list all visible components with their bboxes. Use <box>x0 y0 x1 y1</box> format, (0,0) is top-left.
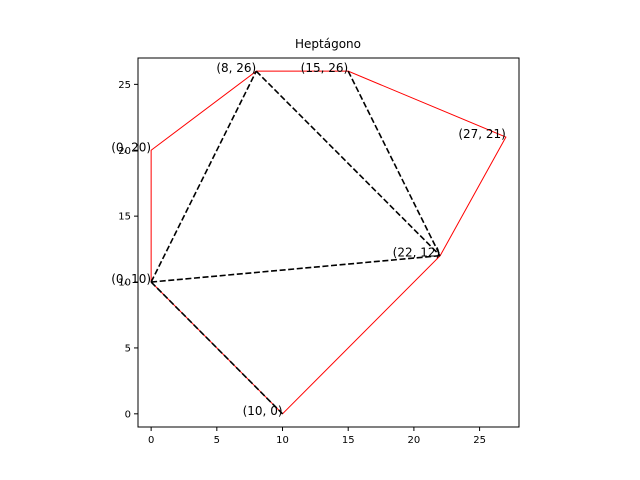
x-tick-label: 20 <box>408 435 421 446</box>
diagonal-line-4 <box>150 281 284 415</box>
y-tick-label: 0 <box>125 409 131 420</box>
vertex-label: (10, 0) <box>243 404 283 418</box>
heptagon-outline <box>150 70 507 415</box>
vertex-label: (27, 21) <box>458 127 506 141</box>
x-tick-label: 15 <box>342 435 355 446</box>
diagonal-line-2 <box>347 70 441 257</box>
axis-ticks: 0 5 10 15 20 25 0 5 10 15 20 25 <box>118 80 486 446</box>
point-labels: (0, 20) (8, 26) (15, 26) (27, 21) (22, 12) (1… <box>111 61 506 418</box>
diagonal-line-0 <box>150 70 257 283</box>
x-tick-label: 0 <box>148 435 154 446</box>
vertex-label: (0, 10) <box>111 272 151 286</box>
axes-frame <box>137 57 520 428</box>
plot-area <box>150 70 507 415</box>
chart-title: Heptágono <box>295 37 361 51</box>
y-tick-label: 25 <box>118 80 131 91</box>
vertex-label: (15, 26) <box>301 61 349 75</box>
x-tick-label: 25 <box>473 435 486 446</box>
y-tick-label: 10 <box>118 278 131 289</box>
vertex-label: (22, 12) <box>393 246 441 260</box>
y-tick-label: 20 <box>118 146 131 157</box>
diagonal-line-1 <box>255 70 441 257</box>
y-tick-label: 15 <box>118 212 131 223</box>
vertex-label: (8, 26) <box>216 61 256 75</box>
x-tick-label: 5 <box>214 435 220 446</box>
x-tick-label: 10 <box>276 435 289 446</box>
y-tick-label: 5 <box>125 343 131 354</box>
diagonal-line-3 <box>151 254 441 283</box>
vertex-label: (0, 20) <box>111 140 151 154</box>
